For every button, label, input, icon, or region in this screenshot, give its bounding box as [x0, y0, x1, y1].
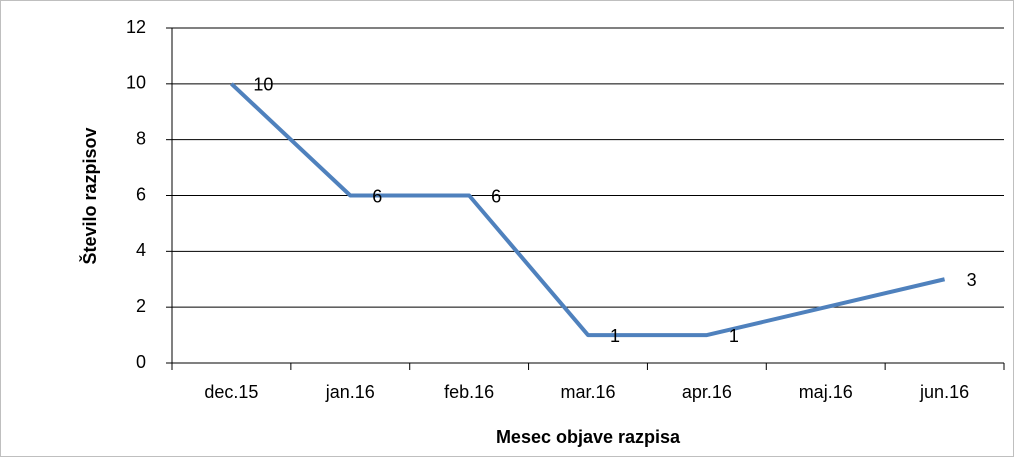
x-tick-label: jan.16 [325, 382, 375, 402]
y-tick-label: 0 [136, 352, 146, 372]
data-label: 3 [967, 270, 977, 290]
x-tick-label: mar.16 [560, 382, 615, 402]
x-tick-label: feb.16 [444, 382, 494, 402]
line-series [230, 82, 946, 338]
x-tick-label: jun.16 [919, 382, 969, 402]
x-tick-label: apr.16 [682, 382, 732, 402]
y-tick-label: 8 [136, 128, 146, 148]
y-tick-label: 4 [136, 240, 146, 260]
data-label: 6 [491, 186, 501, 206]
data-label: 1 [729, 326, 739, 346]
data-label: 10 [253, 75, 273, 95]
y-tick-label: 10 [126, 73, 146, 93]
data-label: 6 [372, 186, 382, 206]
x-tick-label: maj.16 [799, 382, 853, 402]
y-axis-title: Število razpisov [79, 127, 100, 264]
data-label: 1 [610, 326, 620, 346]
y-tick-label: 12 [126, 17, 146, 37]
y-tick-label: 2 [136, 296, 146, 316]
y-tick-label: 6 [136, 184, 146, 204]
x-axis-title: Mesec objave razpisa [496, 427, 681, 447]
x-tick-label: dec.15 [204, 382, 258, 402]
